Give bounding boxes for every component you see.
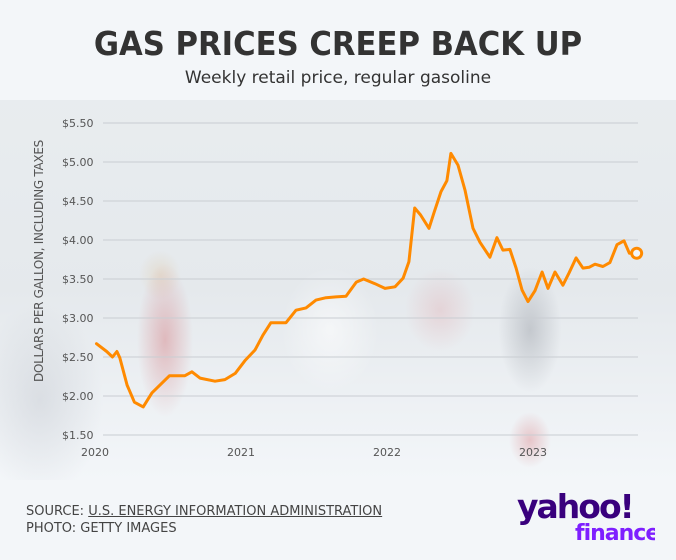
- logo-sub: finance: [575, 521, 655, 546]
- logo-word: yahoo!: [517, 488, 633, 526]
- y-tick-label: $3.50: [62, 273, 94, 286]
- chart-subtitle: Weekly retail price, regular gasoline: [184, 68, 492, 88]
- y-tick-label: $5.00: [62, 156, 94, 169]
- photo-credit: PHOTO: GETTY IMAGES: [26, 521, 177, 536]
- y-tick-label: $4.00: [62, 234, 94, 247]
- y-tick-label: $2.50: [62, 351, 94, 364]
- x-tick-label: 2020: [81, 446, 109, 459]
- source-prefix: SOURCE:: [26, 504, 89, 519]
- x-tick-labels: 2020 2021 2022 2023: [81, 446, 547, 459]
- y-tick-label: $2.00: [62, 390, 94, 403]
- source-link[interactable]: U.S. ENERGY INFORMATION ADMINISTRATION: [88, 504, 383, 519]
- y-tick-label: $1.50: [62, 429, 94, 442]
- end-point-marker: [630, 246, 644, 260]
- background-photo: [0, 100, 676, 480]
- y-tick-labels: $1.50 $2.00 $2.50 $3.00 $3.50 $4.00 $4.50 $5.00…: [62, 117, 94, 442]
- chart-title: GAS PRICES CREEP BACK UP: [93, 24, 583, 63]
- source-credit: SOURCE: U.S. ENERGY INFORMATION ADMINIST…: [26, 503, 382, 537]
- y-tick-label: $5.50: [62, 117, 94, 130]
- line-chart: $1.50 $2.00 $2.50 $3.00 $3.50 $4.00 $4.50 $5.00…: [62, 117, 644, 459]
- yahoo-finance-logo: yahoo! finance: [517, 488, 655, 546]
- x-tick-label: 2023: [519, 446, 547, 459]
- y-tick-label: $3.00: [62, 312, 94, 325]
- y-tick-label: $4.50: [62, 195, 94, 208]
- series-line: [95, 151, 639, 409]
- x-tick-label: 2022: [373, 446, 401, 459]
- x-tick-label: 2021: [227, 446, 255, 459]
- gridlines: [103, 122, 638, 436]
- series-group: [95, 151, 644, 409]
- source-line: SOURCE: U.S. ENERGY INFORMATION ADMINIST…: [26, 503, 382, 520]
